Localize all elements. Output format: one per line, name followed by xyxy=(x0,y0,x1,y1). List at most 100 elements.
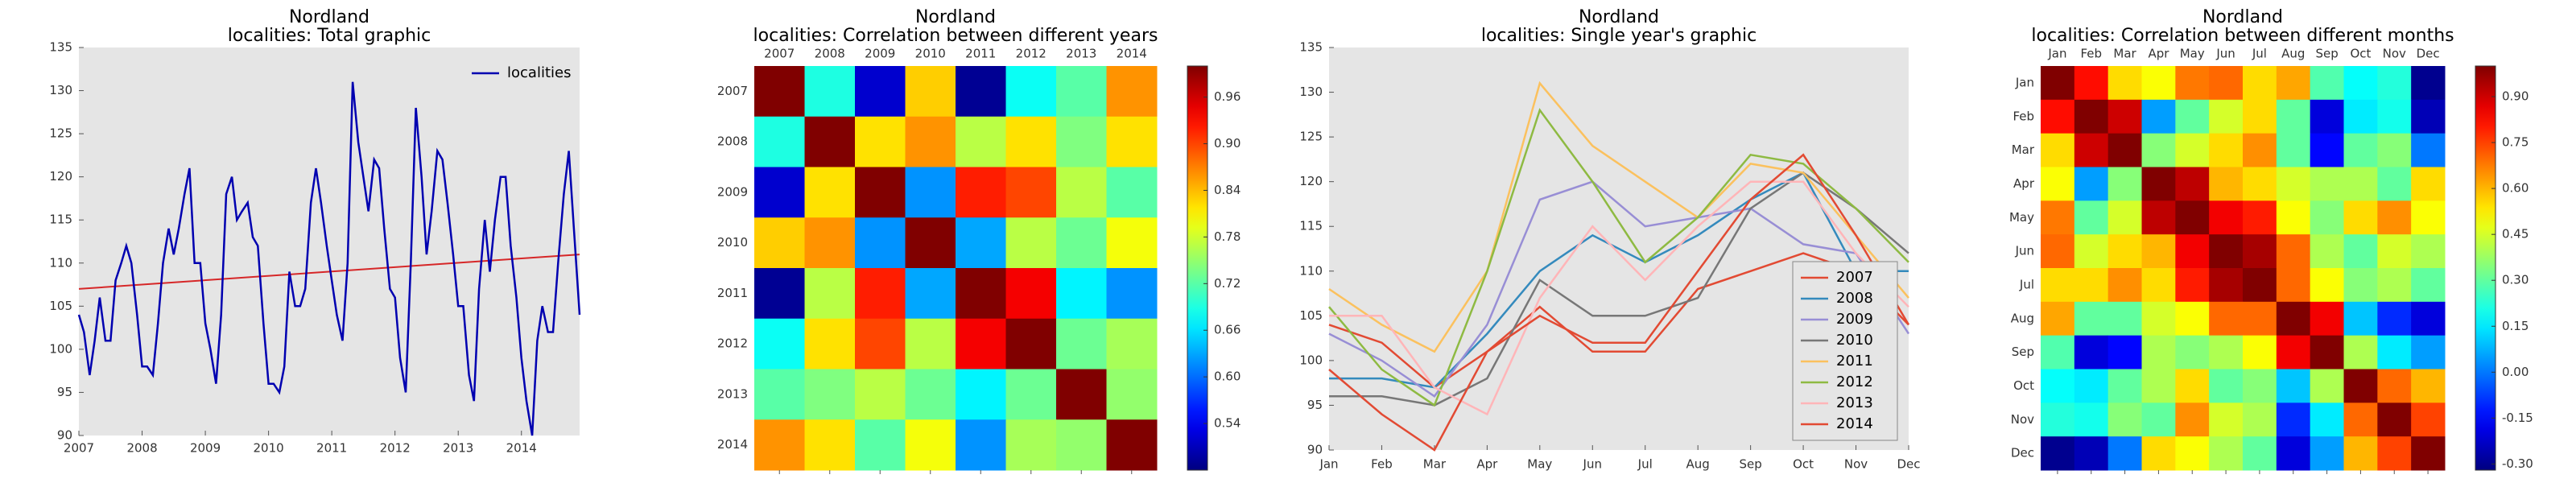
heatmap-cell xyxy=(2175,167,2210,201)
y-tick-label: Apr xyxy=(2013,176,2035,191)
heatmap-cell xyxy=(905,217,956,269)
series-line xyxy=(1328,180,1910,398)
heatmap-cell xyxy=(2243,133,2277,167)
series-line xyxy=(1329,171,1909,389)
heatmap-cell xyxy=(2343,402,2378,437)
heatmap-cell xyxy=(754,268,805,320)
x-tick-label: 2013 xyxy=(1066,47,1096,61)
heatmap-cell xyxy=(2243,301,2277,336)
colorbar-tick-label: 0.00 xyxy=(2502,365,2529,379)
y-tick-label: Oct xyxy=(2013,378,2034,393)
x-tick-label: Jul xyxy=(2252,47,2267,61)
x-tick-label: Jun xyxy=(2215,47,2235,61)
heatmap-cell xyxy=(2175,335,2210,369)
heatmap-cell xyxy=(2377,99,2412,134)
chart-subtitle: localities: Correlation between differen… xyxy=(753,26,1158,46)
heatmap-cell xyxy=(2276,301,2311,336)
heatmap-cell xyxy=(956,318,1006,369)
heatmap-cell xyxy=(1005,116,1057,167)
x-tick-label: Jan xyxy=(1319,457,1338,472)
colorbar-tick-label: 0.75 xyxy=(2502,135,2529,150)
x-tick-label: 2013 xyxy=(443,441,473,456)
colorbar-tick-label: 0.72 xyxy=(1214,276,1241,291)
heatmap-cell xyxy=(905,167,956,218)
y-tick-label: 120 xyxy=(49,169,72,184)
heatmap-cell xyxy=(1005,217,1057,269)
heatmap-cell xyxy=(2041,234,2075,269)
heatmap-cell xyxy=(855,167,906,218)
heatmap-cell xyxy=(2343,436,2378,471)
heatmap-cell xyxy=(2243,436,2277,471)
y-tick-label: Sep xyxy=(2012,345,2034,359)
heatmap-cell xyxy=(2377,402,2412,437)
heatmap-cell xyxy=(2107,268,2142,303)
heatmap-cell xyxy=(1056,268,1107,320)
heatmap-cell xyxy=(2141,99,2176,134)
heatmap-cell xyxy=(804,318,856,369)
heatmap-cell xyxy=(2074,167,2109,201)
heatmap-cell xyxy=(2411,268,2446,303)
heatmap-cell xyxy=(754,318,805,369)
heatmap-cell xyxy=(1005,318,1057,369)
heatmap-cell xyxy=(2276,436,2311,471)
x-tick-label: Nov xyxy=(1844,457,1868,472)
heatmap-cell xyxy=(2107,436,2142,471)
heatmap-cell xyxy=(2141,133,2176,167)
heatmap-cell xyxy=(754,369,805,420)
heatmap-cell xyxy=(2243,99,2277,134)
colorbar-tick-label: 0.96 xyxy=(1214,89,1241,104)
chart-title: Nordland xyxy=(1579,7,1659,27)
x-tick-label: 2014 xyxy=(506,441,537,456)
heatmap-cell xyxy=(2209,99,2244,134)
y-tick-label: 2008 xyxy=(717,134,748,149)
heatmap-cell xyxy=(2343,369,2378,403)
x-tick-label: Feb xyxy=(2080,47,2102,61)
heatmap-cell xyxy=(2411,167,2446,201)
heatmap-cell xyxy=(855,318,906,369)
x-tick-label: 2009 xyxy=(190,441,221,456)
heatmap-cell xyxy=(2276,133,2311,167)
colorbar-tick-label: 0.45 xyxy=(2502,227,2529,242)
heatmap-cell xyxy=(2243,335,2277,369)
heatmap-cell xyxy=(2041,436,2075,471)
heatmap-cell xyxy=(956,268,1006,320)
x-tick-label: 2014 xyxy=(1117,47,1147,61)
heatmap-cell xyxy=(855,116,906,167)
heatmap-cell xyxy=(2107,369,2142,403)
colorbar-tick-label: 0.66 xyxy=(1214,323,1241,337)
heatmap-cell xyxy=(1106,369,1158,420)
x-tick-label: 2010 xyxy=(915,47,946,61)
heatmap-cell xyxy=(2175,301,2210,336)
heatmap-cell xyxy=(905,318,956,369)
y-tick-label: 2007 xyxy=(717,84,748,98)
colorbar-tick-label: 0.30 xyxy=(2502,273,2529,287)
y-tick-label: Mar xyxy=(2012,142,2035,157)
heatmap-cell xyxy=(2074,301,2109,336)
heatmap-cell xyxy=(2343,133,2378,167)
heatmap-cell xyxy=(2175,268,2210,303)
heatmap-cell xyxy=(2074,369,2109,403)
heatmap-cell xyxy=(956,217,1006,269)
x-tick-label: 2010 xyxy=(254,441,284,456)
heatmap-cell xyxy=(2175,99,2210,134)
heatmap-cell xyxy=(754,217,805,269)
heatmap-cell xyxy=(2209,402,2244,437)
heatmap-cell xyxy=(2310,99,2344,134)
heatmap-cell xyxy=(2343,335,2378,369)
y-tick-label: 105 xyxy=(49,299,72,313)
heatmap-cell xyxy=(1056,369,1107,420)
heatmap-cell xyxy=(2243,402,2277,437)
heatmap-cell xyxy=(1056,167,1107,218)
series-line xyxy=(1328,80,1909,353)
x-tick-label: Oct xyxy=(2350,47,2371,61)
x-tick-label: Nov xyxy=(2383,47,2406,61)
colorbar-tick-label: -0.30 xyxy=(2502,456,2533,471)
y-tick-label: 115 xyxy=(49,213,72,227)
heatmap-cell xyxy=(804,268,856,320)
heatmap-cell xyxy=(2243,66,2277,101)
y-tick-label: 110 xyxy=(49,255,72,270)
heatmap-cell xyxy=(2276,268,2311,303)
heatmap-cell xyxy=(956,419,1006,471)
